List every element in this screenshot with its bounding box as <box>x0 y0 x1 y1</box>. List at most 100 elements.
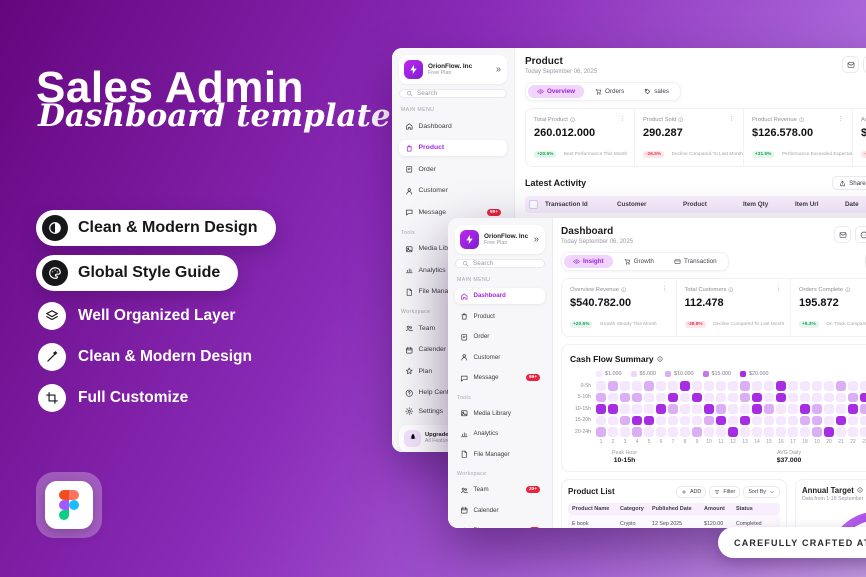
tab-growth[interactable]: Growth <box>615 255 663 268</box>
sidebar-item-plan[interactable]: Plan <box>399 363 507 380</box>
heatmap-cell <box>656 415 666 425</box>
rocket-icon <box>404 429 421 447</box>
table-row[interactable]: E book Crypto 12 Sep 2025 $120.00 Completed <box>568 514 780 528</box>
sidebar-item-calender[interactable]: Calender <box>399 342 507 359</box>
sidebar-item-settings[interactable]: Settings <box>399 403 507 420</box>
heatmap-cell <box>788 392 798 402</box>
sidebar-item-help-center[interactable]: Help Center <box>399 385 507 402</box>
sidebar-item-plan[interactable]: Plan 14 <box>455 523 545 528</box>
stat-card-average-sale: Average Sale $90.784 -10.5% Performance … <box>853 109 866 166</box>
sidebar-item-message[interactable]: Message 99+ <box>399 204 507 221</box>
stats-row: Overview Revenue $540.782.00 +20.5% Grow… <box>561 278 866 337</box>
tab-overview[interactable]: Overview <box>528 85 585 98</box>
workspace-switcher[interactable]: OrionFlow. Inc Free Plan <box>399 55 507 84</box>
tab-sales[interactable]: sales <box>635 85 678 98</box>
sidebar-item-analytics[interactable]: Analytics <box>455 426 545 442</box>
heatmap-cell <box>752 415 762 425</box>
sidebar-item-dashboard[interactable]: Dashboard <box>399 118 507 135</box>
column-header: Customer <box>617 201 647 208</box>
sidebar-item-customer[interactable]: Customer <box>455 350 545 366</box>
section-title: Latest Activity <box>525 178 587 188</box>
heatmap-col-label: 13 <box>742 438 748 445</box>
sidebar-item-product[interactable]: Product <box>399 139 507 156</box>
heatmap-cell <box>704 392 714 402</box>
filter-button[interactable]: Filter <box>709 485 741 498</box>
stats-row: Total Product 260.012.000 +20.5% Best Pe… <box>525 108 866 167</box>
feature-label: Clean & Modern Design <box>78 348 252 365</box>
stat-delta-badge: +31.5% <box>752 151 775 158</box>
heatmap-cell <box>728 404 738 414</box>
stat-menu-button[interactable] <box>619 115 626 124</box>
search-icon <box>462 260 469 267</box>
heatmap-cell <box>728 392 738 402</box>
search-placeholder: Search <box>417 90 438 97</box>
sidebar-item-calender[interactable]: Calender <box>455 503 545 519</box>
card-subtitle: Data from 1-18 September <box>802 495 864 502</box>
tab-insight[interactable]: Insight <box>564 255 613 268</box>
column-header: Published Date <box>652 505 692 512</box>
heatmap-cell <box>788 415 798 425</box>
heatmap-col-label: 18 <box>802 438 808 445</box>
message-icon <box>405 208 414 217</box>
stat-menu-button[interactable] <box>661 285 668 294</box>
sidebar-item-badge: 20+ <box>525 486 540 494</box>
sidebar-section-label: Workspace <box>401 309 431 315</box>
table-cell: Completed <box>736 521 762 527</box>
heatmap-col-label: 22 <box>850 438 856 445</box>
legend-label: $10.000 <box>674 371 694 377</box>
sidebar-item-media-library[interactable]: Media Library <box>455 406 545 422</box>
sidebar-item-message[interactable]: Message 99+ <box>455 370 545 386</box>
sidebar-item-file-manager[interactable]: File Manager <box>399 284 507 301</box>
heatmap-cell <box>824 392 834 402</box>
column-header: Product Name <box>572 505 610 512</box>
stat-menu-button[interactable] <box>728 115 735 124</box>
sidebar-item-media-library[interactable]: Media Library <box>399 241 507 258</box>
heatmap-cell <box>824 427 834 437</box>
stat-menu-button[interactable] <box>837 115 844 124</box>
tab-transaction[interactable]: Transaction <box>665 255 726 268</box>
heatmap-cell <box>596 381 606 391</box>
heatmap-cell <box>800 427 810 437</box>
heatmap-cell <box>752 392 762 402</box>
stat-note: Decline Compared To Last Month <box>713 322 785 327</box>
page-date: Today September 06, 2025 <box>561 239 634 245</box>
palette-icon <box>42 260 68 286</box>
heatmap-cell <box>776 427 786 437</box>
info-icon <box>857 487 863 493</box>
mail-icon <box>847 61 855 69</box>
add-button[interactable]: ADD <box>675 485 707 498</box>
sidebar-item-customer[interactable]: Customer <box>399 183 507 200</box>
order-icon <box>405 165 414 174</box>
column-header: Category <box>620 505 644 512</box>
sidebar-item-label: Team <box>473 486 489 494</box>
sidebar-item-file-manager[interactable]: File Manager <box>455 447 545 463</box>
heatmap-cell <box>740 381 750 391</box>
mail-button[interactable] <box>834 226 851 243</box>
mail-button[interactable] <box>842 56 859 73</box>
sidebar-item-analytics[interactable]: Analytics <box>399 262 507 279</box>
heatmap-cell <box>764 404 774 414</box>
heatmap-cell <box>704 415 714 425</box>
heatmap-cell <box>776 381 786 391</box>
sidebar-item-team[interactable]: Team 20+ <box>455 482 545 498</box>
plan-label: Free Plan <box>484 240 508 246</box>
stat-menu-button[interactable] <box>775 285 782 294</box>
legend-swatch <box>740 371 746 377</box>
sidebar-item-order[interactable]: Order <box>455 329 545 345</box>
media-icon <box>460 409 469 418</box>
share-button[interactable]: Share <box>832 176 866 190</box>
tab-orders[interactable]: Orders <box>586 85 633 98</box>
search-input[interactable]: Search <box>455 259 545 268</box>
workspace-switcher[interactable]: OrionFlow. Inc Free Plan <box>455 225 545 254</box>
info-icon <box>621 287 627 293</box>
sidebar-item-order[interactable]: Order <box>399 161 507 178</box>
sidebar-item-product[interactable]: Product <box>455 309 545 325</box>
sort-button[interactable]: Sort By <box>743 485 780 498</box>
chat-button[interactable] <box>855 226 866 243</box>
info-icon <box>845 287 851 293</box>
heatmap-col-label: 11 <box>718 438 724 445</box>
select-all-checkbox[interactable] <box>529 200 538 209</box>
sidebar-item-dashboard[interactable]: Dashboard <box>455 288 545 304</box>
search-input[interactable]: Search <box>399 89 507 98</box>
sidebar-item-team[interactable]: Team <box>399 320 507 337</box>
